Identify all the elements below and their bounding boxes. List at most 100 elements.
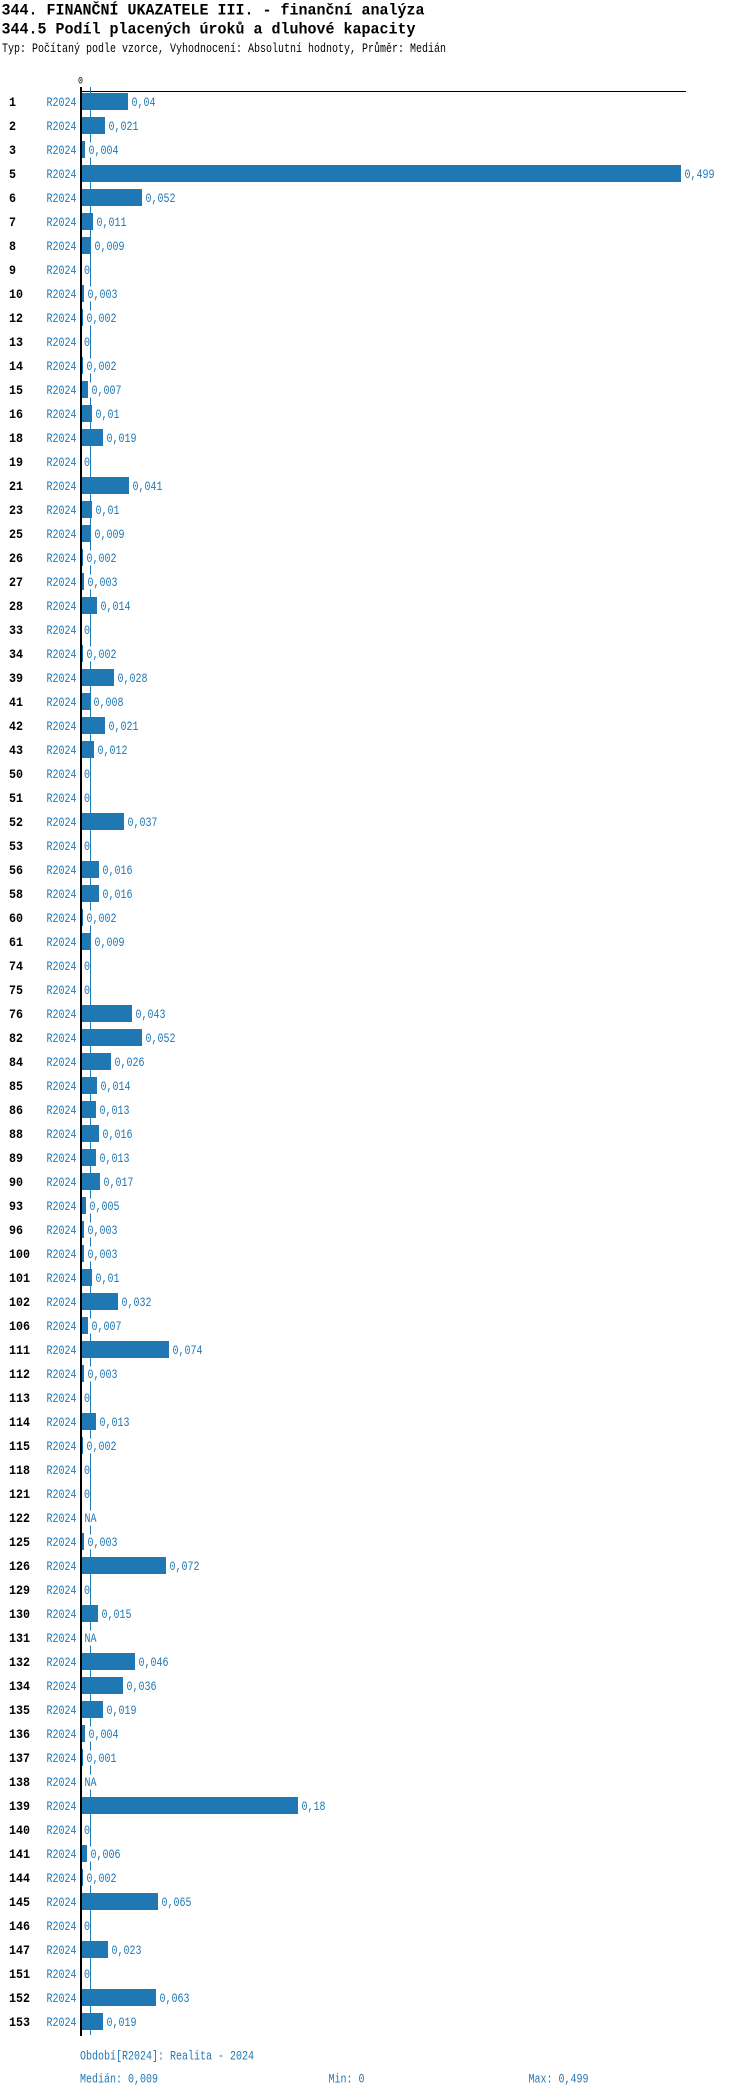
svg-text:R2024: R2024: [47, 1607, 77, 1622]
svg-text:112: 112: [9, 1367, 30, 1382]
svg-text:0,004: 0,004: [89, 143, 119, 158]
svg-text:R2024: R2024: [47, 551, 77, 566]
svg-text:0,028: 0,028: [118, 671, 148, 686]
svg-text:0,017: 0,017: [104, 1175, 134, 1190]
svg-text:0,003: 0,003: [88, 287, 118, 302]
svg-text:135: 135: [9, 1703, 30, 1718]
svg-text:42: 42: [9, 719, 23, 734]
svg-text:0,009: 0,009: [95, 527, 125, 542]
svg-text:86: 86: [9, 1103, 23, 1118]
svg-text:26: 26: [9, 551, 23, 566]
svg-text:R2024: R2024: [47, 1391, 77, 1406]
svg-text:147: 147: [9, 1943, 30, 1958]
svg-text:75: 75: [9, 983, 23, 998]
svg-text:R2024: R2024: [47, 1487, 77, 1502]
svg-text:0,011: 0,011: [97, 215, 127, 230]
svg-text:58: 58: [9, 887, 23, 902]
svg-text:R2024: R2024: [47, 1463, 77, 1478]
svg-text:101: 101: [9, 1271, 30, 1286]
svg-text:0,015: 0,015: [102, 1607, 132, 1622]
svg-text:R2024: R2024: [47, 1727, 77, 1742]
svg-text:R2024: R2024: [47, 1223, 77, 1238]
svg-text:0,023: 0,023: [112, 1943, 142, 1958]
svg-text:0,036: 0,036: [127, 1679, 157, 1694]
svg-text:R2024: R2024: [47, 1991, 77, 2006]
svg-text:0,013: 0,013: [100, 1415, 130, 1430]
svg-text:132: 132: [9, 1655, 30, 1670]
svg-text:0,004: 0,004: [89, 1727, 119, 1742]
svg-text:Min: 0: Min: 0: [329, 2072, 365, 2087]
svg-text:113: 113: [9, 1391, 30, 1406]
svg-text:R2024: R2024: [47, 1175, 77, 1190]
svg-text:129: 129: [9, 1583, 30, 1598]
svg-text:R2024: R2024: [47, 1295, 77, 1310]
svg-text:0,074: 0,074: [173, 1343, 203, 1358]
svg-text:R2024: R2024: [47, 1511, 77, 1526]
svg-text:R2024: R2024: [47, 1319, 77, 1334]
svg-text:28: 28: [9, 599, 23, 614]
svg-text:0,032: 0,032: [122, 1295, 152, 1310]
svg-text:50: 50: [9, 767, 23, 782]
svg-text:R2024: R2024: [47, 911, 77, 926]
svg-text:R2024: R2024: [47, 695, 77, 710]
svg-text:0: 0: [84, 1919, 90, 1934]
svg-text:115: 115: [9, 1439, 30, 1454]
svg-text:34: 34: [9, 647, 23, 662]
svg-text:344.5 Podíl placených úroků a: 344.5 Podíl placených úroků a dluhové ka…: [2, 20, 416, 38]
svg-text:R2024: R2024: [47, 215, 77, 230]
svg-text:R2024: R2024: [47, 1031, 77, 1046]
svg-text:0,002: 0,002: [87, 551, 117, 566]
svg-text:41: 41: [9, 695, 23, 710]
svg-text:151: 151: [9, 1967, 30, 1982]
svg-text:139: 139: [9, 1799, 30, 1814]
svg-text:R2024: R2024: [47, 1415, 77, 1430]
svg-text:R2024: R2024: [47, 2015, 77, 2030]
svg-text:R2024: R2024: [47, 1871, 77, 1886]
svg-text:R2024: R2024: [47, 1007, 77, 1022]
svg-text:0,026: 0,026: [115, 1055, 145, 1070]
svg-text:93: 93: [9, 1199, 23, 1214]
svg-text:R2024: R2024: [47, 935, 77, 950]
svg-text:Období[R2024]: Realita - 2024: Období[R2024]: Realita - 2024: [80, 2049, 254, 2064]
svg-text:R2024: R2024: [47, 479, 77, 494]
svg-text:NA: NA: [85, 1775, 97, 1790]
svg-text:0,002: 0,002: [87, 311, 117, 326]
svg-text:16: 16: [9, 407, 23, 422]
svg-text:0: 0: [84, 959, 90, 974]
svg-text:0,003: 0,003: [88, 1535, 118, 1550]
svg-text:R2024: R2024: [47, 455, 77, 470]
svg-text:R2024: R2024: [47, 1343, 77, 1358]
svg-text:0,003: 0,003: [88, 1367, 118, 1382]
svg-text:0,002: 0,002: [87, 1439, 117, 1454]
svg-text:R2024: R2024: [47, 743, 77, 758]
svg-text:R2024: R2024: [47, 839, 77, 854]
svg-text:R2024: R2024: [47, 383, 77, 398]
svg-text:R2024: R2024: [47, 1775, 77, 1790]
svg-text:145: 145: [9, 1895, 30, 1910]
svg-text:R2024: R2024: [47, 1679, 77, 1694]
svg-text:153: 153: [9, 2015, 30, 2030]
svg-text:R2024: R2024: [47, 527, 77, 542]
svg-text:R2024: R2024: [47, 503, 77, 518]
svg-text:111: 111: [9, 1343, 30, 1358]
svg-text:0,021: 0,021: [109, 119, 139, 134]
svg-text:R2024: R2024: [47, 1151, 77, 1166]
svg-text:0,001: 0,001: [87, 1751, 117, 1766]
svg-text:0,002: 0,002: [87, 911, 117, 926]
svg-text:R2024: R2024: [47, 647, 77, 662]
svg-text:R2024: R2024: [47, 1799, 77, 1814]
svg-text:0,052: 0,052: [146, 1031, 176, 1046]
svg-text:0,01: 0,01: [96, 1271, 120, 1286]
svg-text:138: 138: [9, 1775, 30, 1790]
svg-text:0,016: 0,016: [103, 1127, 133, 1142]
svg-text:R2024: R2024: [47, 1703, 77, 1718]
svg-text:82: 82: [9, 1031, 23, 1046]
svg-text:118: 118: [9, 1463, 30, 1478]
svg-text:134: 134: [9, 1679, 30, 1694]
svg-text:NA: NA: [85, 1511, 97, 1526]
svg-text:0,003: 0,003: [88, 575, 118, 590]
svg-text:10: 10: [9, 287, 23, 302]
svg-text:0,043: 0,043: [136, 1007, 166, 1022]
svg-text:0,499: 0,499: [685, 167, 715, 182]
svg-text:0,014: 0,014: [101, 599, 131, 614]
